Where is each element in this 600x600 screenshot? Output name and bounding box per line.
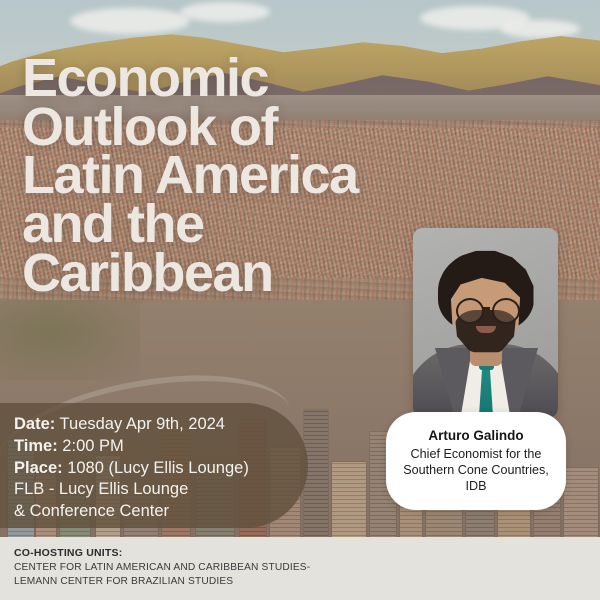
cohosting-units-title: CO-HOSTING UNITS:	[14, 547, 123, 559]
cohosting-unit-2: LEMANN CENTER FOR BRAZILIAN STUDIES	[14, 576, 234, 588]
date-value: Tuesday Apr 9th, 2024	[55, 415, 225, 433]
speaker-name: Arturo Galindo	[428, 427, 524, 443]
cloud-icon	[500, 20, 580, 38]
event-time-line: Time: 2:00 PM	[14, 436, 304, 458]
mouth	[475, 326, 496, 333]
date-label: Date:	[14, 415, 56, 433]
cloud-icon	[180, 2, 270, 22]
place-value: 1080 (Lucy Ellis Lounge)	[62, 458, 249, 477]
event-details-text: Date: Tuesday Apr 9th, 2024 Time: 2:00 P…	[14, 414, 304, 523]
time-value: 2:00 PM	[57, 436, 124, 455]
place-label: Place:	[14, 458, 63, 477]
event-place-line: Place: 1080 (Lucy Ellis Lounge)	[14, 458, 304, 480]
event-date-line: Date: Tuesday Apr 9th, 2024	[14, 414, 304, 436]
venue-line-1: FLB - Lucy Ellis Lounge	[14, 480, 189, 499]
building	[304, 410, 328, 560]
time-label: Time:	[14, 436, 58, 455]
venue-line-2: & Conference Center	[14, 502, 170, 521]
eyeglasses-left-lens	[455, 298, 484, 324]
cohosting-units-block: CO-HOSTING UNITS: CENTER FOR LATIN AMERI…	[14, 546, 310, 590]
event-details-panel	[0, 403, 308, 528]
speaker-role: Chief Economist for the Southern Cone Co…	[403, 446, 549, 494]
eyeglasses-bridge	[481, 307, 490, 310]
footer-bar: CO-HOSTING UNITS: CENTER FOR LATIN AMERI…	[0, 537, 600, 600]
eyeglasses-right-lens	[491, 298, 520, 324]
green-hillside	[0, 300, 140, 380]
cohosting-unit-1: CENTER FOR LATIN AMERICAN AND CARIBBEAN …	[14, 561, 311, 573]
cloud-icon	[70, 8, 190, 34]
speaker-photo	[413, 228, 558, 418]
necktie	[478, 366, 494, 418]
page-title: Economic Outlook of Latin America and th…	[22, 48, 359, 303]
speaker-info-card: Arturo Galindo Chief Economist for the S…	[386, 412, 566, 510]
